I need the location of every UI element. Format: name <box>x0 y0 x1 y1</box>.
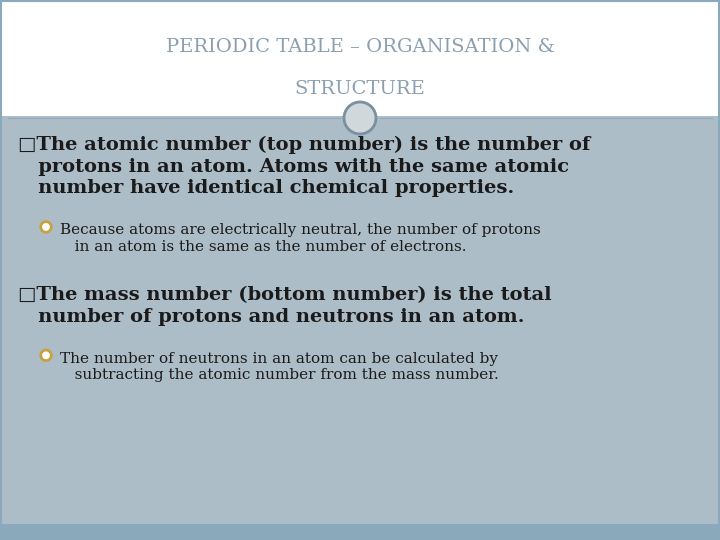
Text: Because atoms are electrically neutral, the number of protons: Because atoms are electrically neutral, … <box>60 223 541 237</box>
Bar <box>0 524 720 540</box>
Circle shape <box>40 221 52 233</box>
Text: subtracting the atomic number from the mass number.: subtracting the atomic number from the m… <box>60 368 499 382</box>
Text: number of protons and neutrons in an atom.: number of protons and neutrons in an ato… <box>18 308 524 326</box>
Text: The number of neutrons in an atom can be calculated by: The number of neutrons in an atom can be… <box>60 352 498 366</box>
Circle shape <box>40 349 52 361</box>
Circle shape <box>42 352 49 359</box>
Text: in an atom is the same as the number of electrons.: in an atom is the same as the number of … <box>60 240 467 254</box>
Circle shape <box>344 102 376 134</box>
Bar <box>0 116 720 540</box>
Text: protons in an atom. Atoms with the same atomic: protons in an atom. Atoms with the same … <box>18 158 569 176</box>
Text: □The atomic number (top number) is the number of: □The atomic number (top number) is the n… <box>18 136 590 154</box>
Text: number have identical chemical properties.: number have identical chemical propertie… <box>18 179 514 198</box>
Text: □The mass number (bottom number) is the total: □The mass number (bottom number) is the … <box>18 286 552 304</box>
Circle shape <box>42 224 49 230</box>
Text: STRUCTURE: STRUCTURE <box>294 79 426 98</box>
Bar <box>0 0 720 118</box>
Text: PERIODIC TABLE – ORGANISATION &: PERIODIC TABLE – ORGANISATION & <box>166 38 554 56</box>
